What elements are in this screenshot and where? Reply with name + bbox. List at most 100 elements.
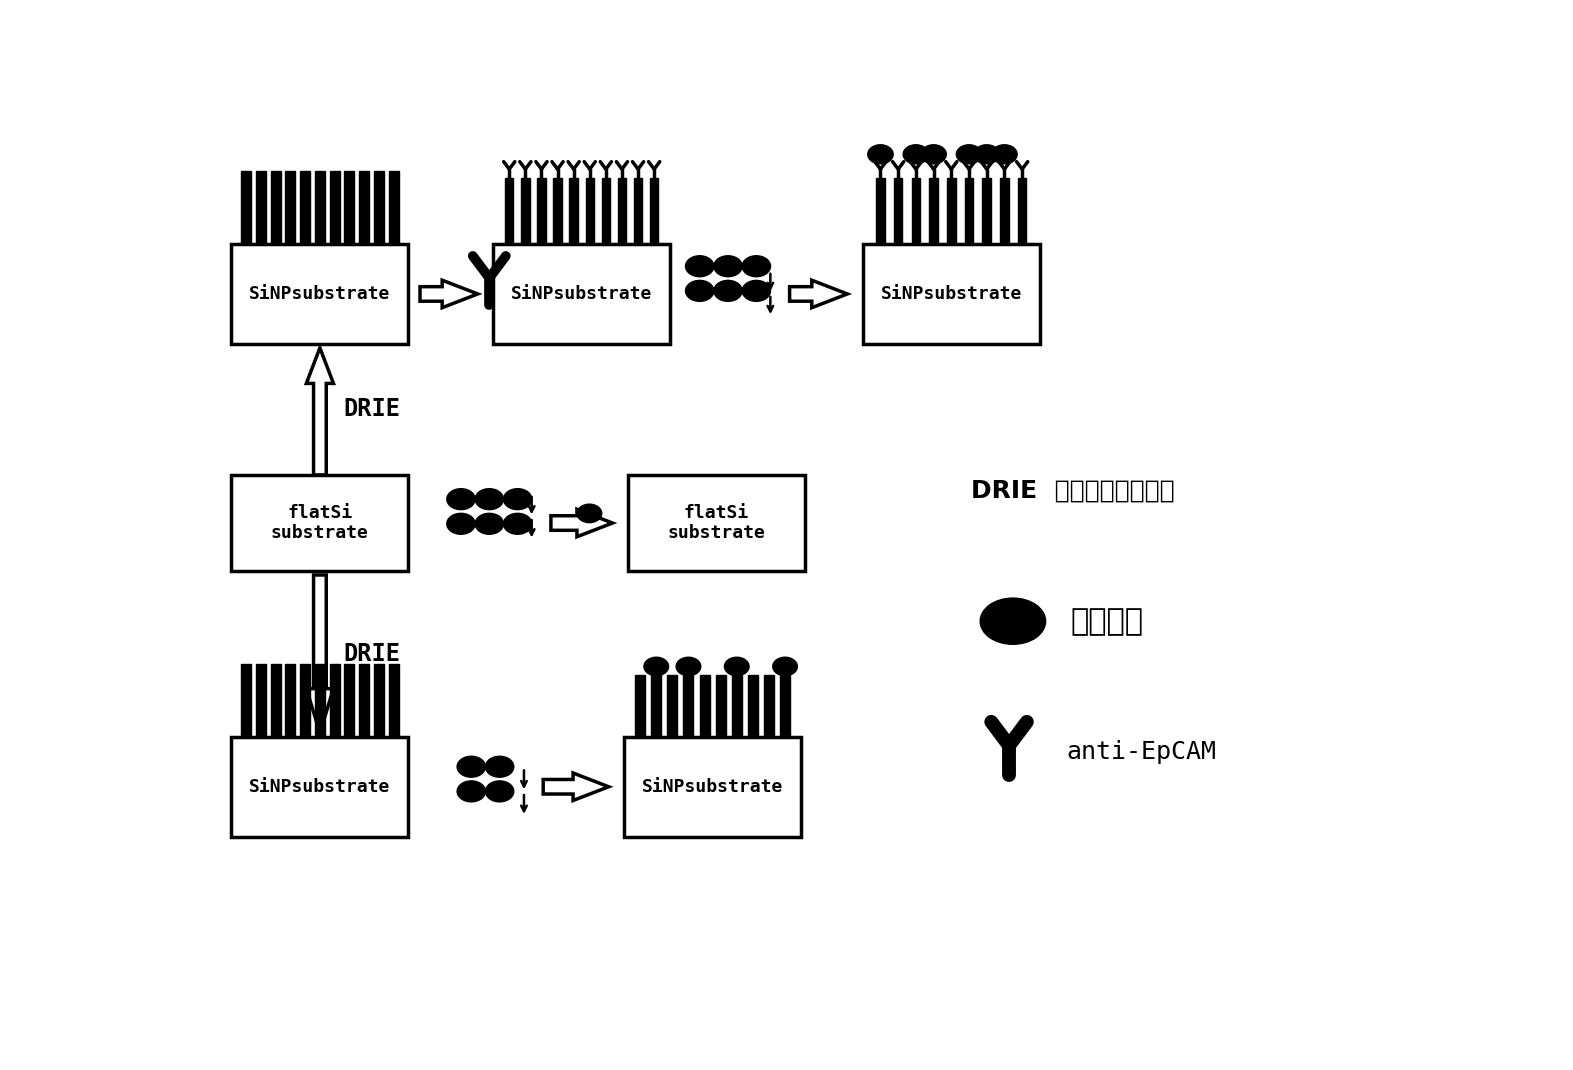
Ellipse shape [458,756,486,777]
Ellipse shape [772,657,798,676]
Ellipse shape [447,489,475,509]
Text: flatSi
substrate: flatSi substrate [667,504,766,542]
Bar [628,475,805,571]
Text: SiNPsubstrate: SiNPsubstrate [249,778,390,796]
Ellipse shape [920,144,947,164]
Bar [256,171,266,244]
FancyArrow shape [551,509,612,537]
Bar [1018,179,1026,244]
Bar [1000,179,1008,244]
FancyArrow shape [543,773,609,800]
Ellipse shape [458,781,486,801]
Ellipse shape [742,280,771,302]
Bar [231,737,409,837]
Bar [271,171,280,244]
Bar [389,171,398,244]
Ellipse shape [577,504,602,522]
Ellipse shape [903,144,928,164]
Bar [344,171,354,244]
Bar [359,663,370,737]
Bar [731,675,742,737]
Bar [256,663,266,737]
Ellipse shape [686,280,714,302]
Text: 肠癌细胞: 肠癌细胞 [1071,607,1144,636]
Bar [983,179,991,244]
Text: SiNPsubstrate: SiNPsubstrate [881,285,1022,303]
Bar [374,663,384,737]
Ellipse shape [991,144,1018,164]
Bar [893,179,903,244]
Bar [241,171,252,244]
Ellipse shape [868,144,893,164]
Ellipse shape [686,256,714,277]
FancyArrow shape [420,280,478,308]
Bar [330,171,340,244]
Bar [585,179,595,244]
Bar [618,179,626,244]
Ellipse shape [974,144,999,164]
Text: flatSi
substrate: flatSi substrate [271,504,368,542]
Bar [285,171,296,244]
Bar [374,171,384,244]
Ellipse shape [643,657,669,676]
Bar [876,179,884,244]
Ellipse shape [447,514,475,534]
Bar [912,179,920,244]
Ellipse shape [676,657,702,676]
Ellipse shape [486,756,514,777]
Text: anti-EpCAM: anti-EpCAM [1066,740,1218,764]
Bar [700,675,709,737]
Bar [862,244,1040,343]
Text: DRIE: DRIE [343,642,400,666]
Bar [300,171,310,244]
Bar [569,179,577,244]
Ellipse shape [725,657,749,676]
Ellipse shape [486,781,514,801]
Bar [359,171,370,244]
Bar [241,663,252,737]
Bar [494,244,670,343]
Text: SiNPsubstrate: SiNPsubstrate [511,285,653,303]
Bar [538,179,546,244]
Bar [300,663,310,737]
Bar [764,675,774,737]
Bar [315,171,326,244]
Bar [747,675,758,737]
Text: SiNPsubstrate: SiNPsubstrate [249,285,390,303]
FancyArrow shape [307,348,333,475]
Bar [964,179,974,244]
Ellipse shape [714,280,742,302]
Ellipse shape [980,598,1046,644]
Bar [601,179,610,244]
Text: DRIE: DRIE [343,397,400,422]
Bar [231,244,409,343]
Bar [554,179,562,244]
Bar [634,179,642,244]
Ellipse shape [503,514,532,534]
Bar [780,675,790,737]
Bar [285,663,296,737]
Ellipse shape [956,144,982,164]
Bar [667,675,678,737]
FancyArrow shape [790,280,848,308]
Bar [624,737,801,837]
Bar [716,675,725,737]
Ellipse shape [503,489,532,509]
Bar [315,663,326,737]
Bar [930,179,938,244]
Ellipse shape [714,256,742,277]
Bar [271,663,280,737]
Bar [505,179,513,244]
Text: SiNPsubstrate: SiNPsubstrate [642,778,783,796]
Ellipse shape [475,489,503,509]
Bar [330,663,340,737]
Bar [650,179,659,244]
Bar [683,675,694,737]
Bar [389,663,398,737]
Bar [521,179,530,244]
Bar [231,475,409,571]
Bar [947,179,955,244]
Bar [344,663,354,737]
Bar [635,675,645,737]
Text: DRIE  深度反应离子刻蚀: DRIE 深度反应离子刻蚀 [971,478,1173,502]
